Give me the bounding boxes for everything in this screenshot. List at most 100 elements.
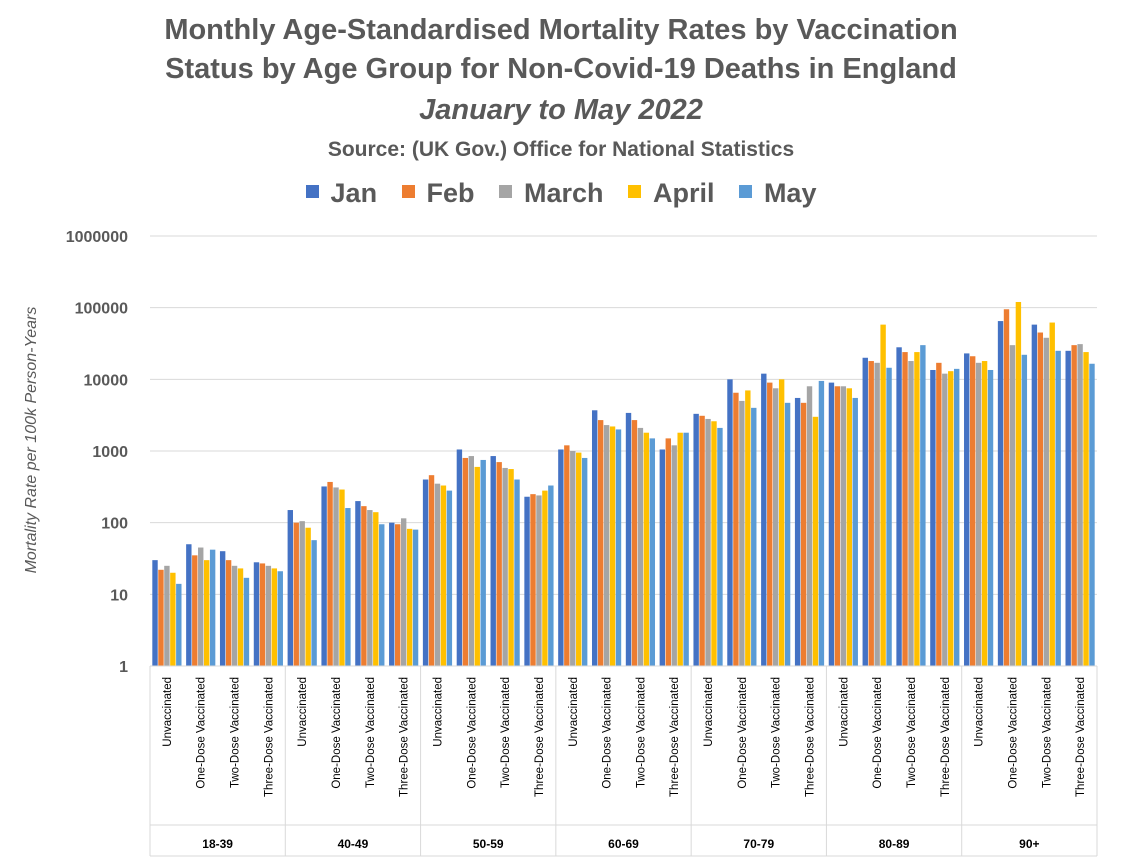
bar [164,565,170,666]
bar [1031,324,1038,666]
legend-label: March [523,178,604,208]
bar [355,501,361,666]
bar [908,361,914,666]
bar [1015,301,1022,666]
bar [597,420,604,666]
bar [683,432,689,666]
bar [225,560,232,666]
x-tick-label: Two-Dose Vaccinated [771,677,783,788]
bar [954,368,960,666]
bar [428,475,435,666]
bar [997,321,1004,666]
legend-swatch [498,185,512,199]
x-tick-label: Unvaccinated [568,677,580,747]
bar [558,449,564,666]
bar [902,352,908,666]
x-tick-label: Three-Dose Vaccinated [805,677,817,797]
bar [1009,345,1016,666]
x-tick-label: One-Dose Vaccinated [466,677,478,789]
bar [659,449,666,666]
bar [412,529,419,666]
bar [1049,322,1055,666]
x-tick-label: Three-Dose Vaccinated [940,677,952,797]
y-tick-label: 100 [101,516,128,533]
bar [152,560,158,666]
bar [237,568,244,666]
bar [942,373,948,666]
bar [806,386,813,666]
bar [1043,337,1049,666]
x-tick-label: Two-Dose Vaccinated [500,677,512,788]
legend-label: April [652,178,715,208]
bar [665,438,671,666]
bar [339,489,345,666]
legend: Jan Feb March April May [0,178,1122,209]
bar [502,467,508,666]
y-tick-label: 10000 [84,372,129,389]
legend-swatch [305,185,319,199]
chart-subtitle: January to May 2022 [419,94,703,126]
bar [203,560,210,666]
bar [874,362,880,666]
bar [480,459,486,666]
bar [395,524,401,666]
bar [434,483,441,666]
x-tick-label: Unvaccinated [162,677,174,747]
bar [564,445,570,666]
y-tick-label: 1000 [92,444,128,461]
bar [345,508,351,666]
legend-item-feb: Feb [401,178,475,209]
bar [1065,350,1071,666]
bar [862,357,868,666]
chart-title: Monthly Age-Standardised Mortality Rates… [164,14,958,46]
bar [896,347,902,666]
bar [767,382,773,666]
bar [615,429,622,666]
bar [761,373,767,666]
legend-swatch [401,185,415,199]
bar [253,562,260,666]
bar [440,485,447,666]
bar [751,407,757,666]
bar [705,418,711,666]
bar [1021,354,1028,666]
bar [508,469,514,666]
bar [373,512,379,666]
bar [333,487,339,666]
bar [778,379,785,666]
legend-label: Jan [330,178,378,208]
bar [514,479,520,666]
bar [287,510,293,666]
y-tick-label: 100000 [75,301,128,318]
x-tick-label: Three-Dose Vaccinated [534,677,546,797]
x-tick-label: Unvaccinated [432,677,444,747]
bar [920,345,926,666]
bar [1037,332,1044,666]
bar [367,510,373,666]
bar [327,481,333,666]
bar [321,486,327,666]
bar [1003,309,1010,666]
bar [846,388,852,666]
bar [834,386,841,666]
bar [456,449,463,666]
legend-item-april: April [627,178,715,209]
bar [739,400,745,666]
x-tick-label: Two-Dose Vaccinated [906,677,918,788]
chart-title-line2: Status by Age Group for Non-Covid-19 Dea… [165,53,957,85]
bar [818,380,825,666]
bar [784,402,791,666]
legend-item-jan: Jan [305,178,378,209]
bar [914,352,920,666]
bar [671,445,677,666]
group-label: 50-59 [473,837,504,851]
bar [812,416,819,666]
bar [468,456,474,666]
bar [591,410,598,666]
bar [699,415,705,666]
x-tick-label: One-Dose Vaccinated [331,677,343,789]
bar [840,386,847,666]
bar [643,432,650,666]
bar [170,572,176,666]
bar [389,522,395,666]
